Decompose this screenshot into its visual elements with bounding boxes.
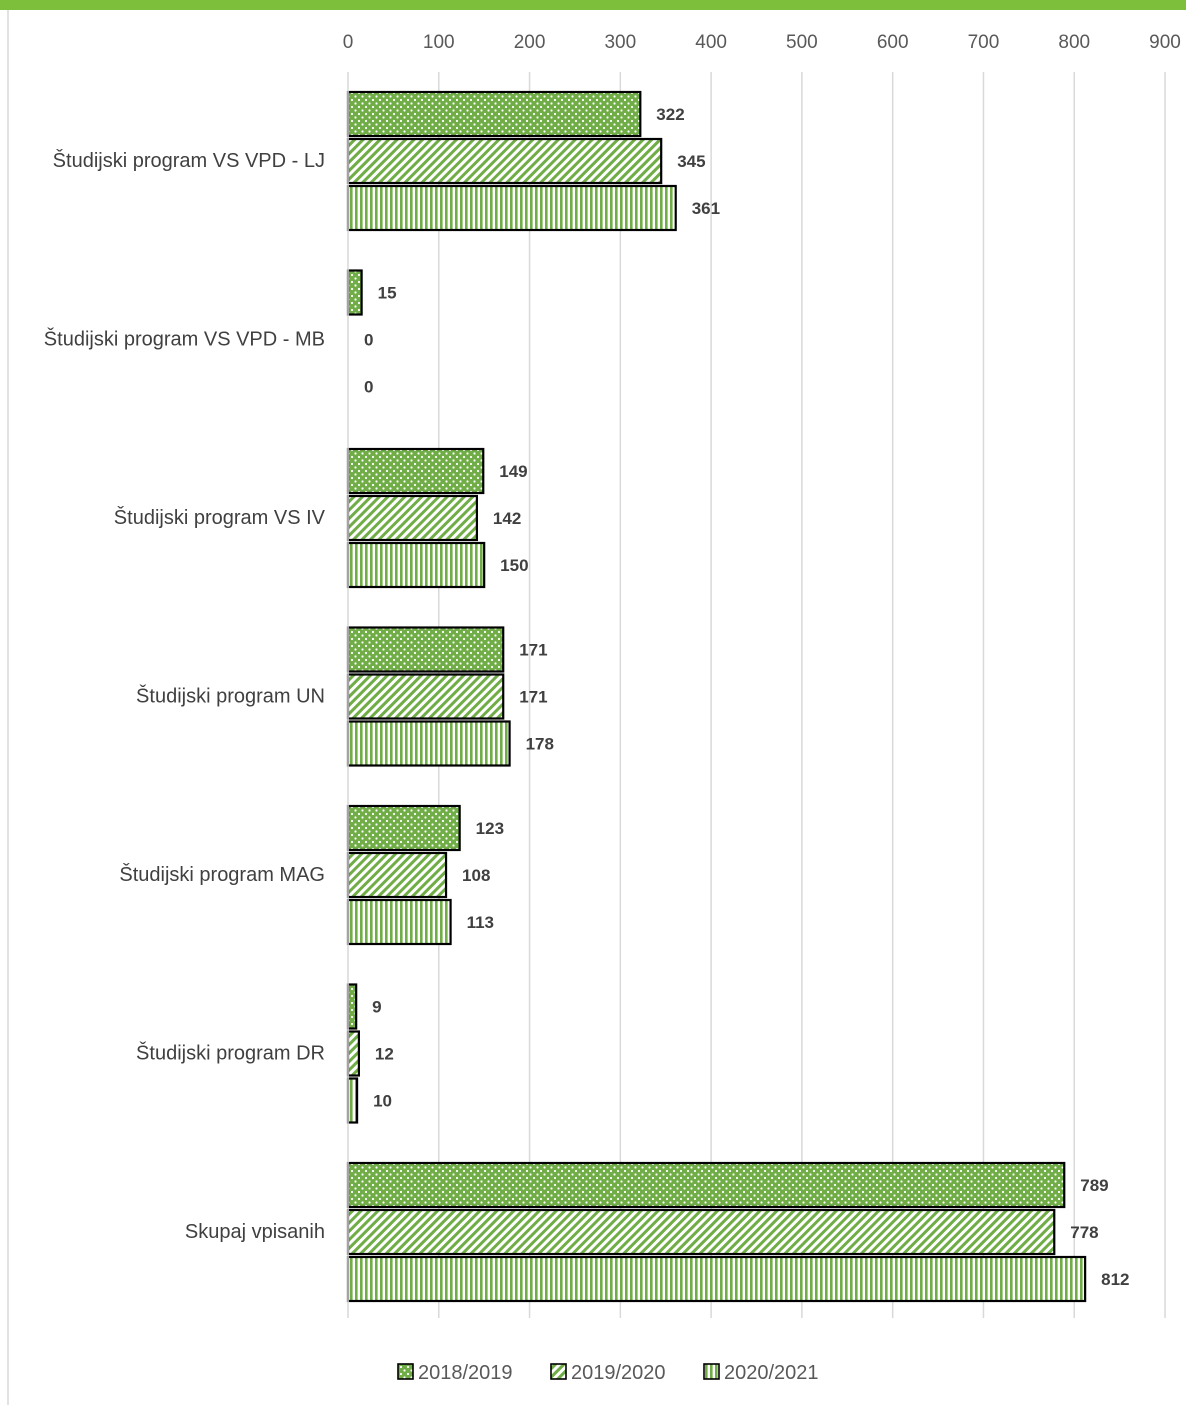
bar-2019-2020 (346, 851, 448, 899)
legend-swatch (703, 1363, 720, 1380)
bar-2020-2021 (346, 541, 486, 589)
bar-2020-2021 (346, 898, 452, 946)
x-tick-label: 400 (695, 32, 727, 53)
bar-2018-2019 (346, 626, 505, 673)
x-axis-ticks: 0 100 200 300 400 500 600 700 800 900 (343, 32, 1181, 53)
data-label: 812 (1101, 1270, 1129, 1289)
data-label: 149 (499, 462, 527, 481)
x-tick-label: 200 (514, 32, 546, 53)
category-label: Študijski program VS IV (114, 506, 326, 529)
x-tick-label: 600 (877, 32, 909, 53)
legend: 2018/2019 2019/2020 2020/2021 (397, 1362, 819, 1384)
top-accent-band (0, 0, 1186, 10)
data-label: 108 (462, 866, 490, 885)
bars (346, 90, 1087, 1303)
data-label: 10 (373, 1092, 392, 1111)
legend-label: 2018/2019 (418, 1362, 513, 1384)
x-tick-label: 500 (786, 32, 818, 53)
legend-swatch (397, 1363, 414, 1380)
category-label: Študijski program DR (136, 1042, 325, 1065)
data-label: 345 (677, 152, 705, 171)
category-label: Študijski program UN (136, 685, 325, 708)
legend-swatch (550, 1363, 567, 1380)
bar-2018-2019 (346, 90, 642, 138)
data-label: 150 (500, 556, 528, 575)
category-label: Skupaj vpisanih (185, 1221, 325, 1243)
bar-2018-2019 (346, 269, 363, 316)
bar-2020-2021 (346, 1077, 359, 1124)
x-tick-label: 100 (423, 32, 455, 53)
bar-2019-2020 (346, 673, 505, 720)
bar-2018-2019 (346, 447, 485, 495)
bar-2019-2020 (346, 137, 663, 185)
data-label: 142 (493, 509, 521, 528)
gridlines (438, 72, 1166, 1318)
data-label: 322 (656, 105, 684, 124)
bar-2019-2020 (346, 1208, 1056, 1256)
data-label: 178 (526, 735, 554, 754)
category-labels: Študijski program VS VPD - LJ Študijski p… (44, 149, 326, 1243)
data-label: 0 (364, 331, 373, 350)
x-tick-label: 900 (1149, 32, 1181, 53)
category-label: Študijski program VS VPD - MB (44, 328, 325, 351)
bar-2018-2019 (346, 804, 461, 852)
data-label: 778 (1070, 1223, 1098, 1242)
x-tick-label: 800 (1058, 32, 1090, 53)
x-tick-label: 700 (968, 32, 1000, 53)
legend-label: 2020/2021 (724, 1362, 819, 1384)
x-tick-label: 0 (343, 32, 354, 53)
data-label: 9 (372, 998, 381, 1017)
data-label: 171 (519, 688, 547, 707)
data-label: 361 (692, 199, 720, 218)
bar-2019-2020 (346, 1030, 360, 1077)
bar-2018-2019 (346, 1161, 1066, 1209)
data-label: 15 (378, 284, 397, 303)
bar-2020-2021 (346, 1255, 1087, 1303)
x-tick-label: 300 (604, 32, 636, 53)
data-label: 0 (364, 378, 373, 397)
legend-label: 2019/2020 (571, 1362, 666, 1384)
category-label: Študijski program MAG (119, 863, 325, 886)
bar-2020-2021 (346, 184, 677, 232)
data-label: 113 (467, 913, 494, 932)
bar-2020-2021 (346, 720, 511, 767)
data-label: 12 (375, 1045, 394, 1064)
bar-2018-2019 (346, 983, 358, 1030)
data-label: 123 (476, 819, 504, 838)
data-label: 789 (1080, 1176, 1108, 1195)
data-label: 171 (519, 641, 547, 660)
category-label: Študijski program VS VPD - LJ (53, 149, 325, 172)
data-labels: 3223453611500149142150171171178123108113… (364, 105, 1130, 1289)
bar-2019-2020 (346, 494, 479, 542)
